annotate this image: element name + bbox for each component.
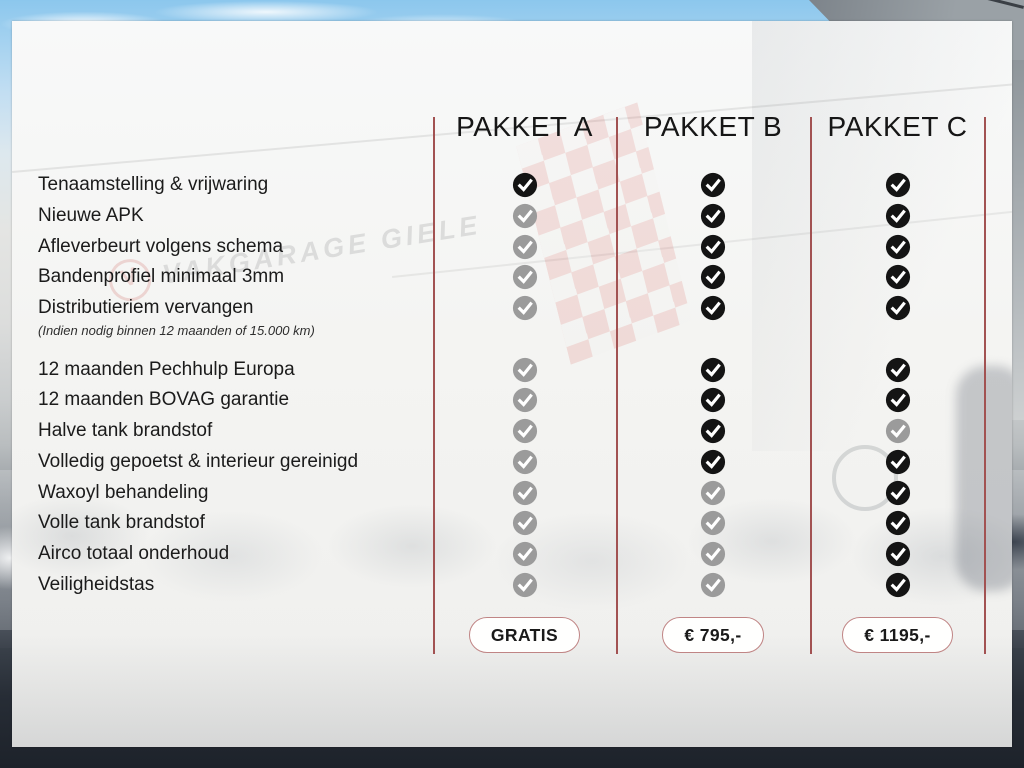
row-label-spacer [12,107,433,147]
feature-label: Waxoyl behandeling [38,481,209,503]
package-header-b: PAKKET B [643,111,783,142]
feature-row: Volledig gepoetst & interieur gereinigd [12,447,985,478]
package-header-row: PAKKET A PAKKET B PAKKET C [12,107,985,147]
check-excluded-icon [433,264,616,290]
check-included-icon [810,510,985,536]
feature-label: Volledig gepoetst & interieur gereinigd [38,450,359,472]
feature-label: Bandenprofiel minimaal 3mm [38,266,285,288]
feature-label: Distributieriem vervangen [38,297,254,319]
column-divider [810,117,812,654]
check-excluded-icon [433,510,616,536]
check-excluded-icon [616,480,810,506]
check-included-icon [810,357,985,383]
check-included-icon [616,449,810,475]
feature-row: 12 maanden BOVAG garantie [12,385,985,416]
feature-group: 12 maanden Pechhulp Europa 12 maanden BOV… [12,354,985,600]
feature-label: 12 maanden Pechhulp Europa [38,358,295,380]
check-excluded-icon [616,510,810,536]
check-included-icon [616,172,810,198]
check-excluded-icon [433,357,616,383]
check-excluded-icon [616,541,810,567]
check-included-icon [810,572,985,598]
check-included-icon [616,418,810,444]
check-excluded-icon [616,572,810,598]
price-row: GRATIS € 795,- € 1195,- [12,617,985,653]
feature-note: (Indien nodig binnen 12 maanden of 15.00… [38,323,315,339]
price-cell: € 1195,- [810,617,985,653]
feature-label: Halve tank brandstof [38,420,213,442]
check-included-icon [810,449,985,475]
check-excluded-icon [433,449,616,475]
package-header-a: PAKKET A [456,111,593,142]
price-pill-pakket-c[interactable]: € 1195,- [842,617,953,653]
check-included-icon [616,357,810,383]
check-included-icon [810,480,985,506]
column-divider [616,117,618,654]
check-excluded-icon [433,572,616,598]
check-excluded-icon [433,418,616,444]
check-excluded-icon [433,480,616,506]
check-excluded-icon [433,234,616,260]
feature-label: Airco totaal onderhoud [38,542,230,564]
feature-group: Tenaamstelling & vrijwaring Nieuwe APK Afl… [12,170,985,345]
feature-row: Halve tank brandstof [12,416,985,447]
comparison-panel: V VAKGARAGE GIELE PAKKET A PAKKET B PAKK… [12,21,1012,747]
feature-row: 12 maanden Pechhulp Europa [12,354,985,385]
feature-row: Nieuwe APK [12,201,985,232]
feature-row: Afleverbeurt volgens schema [12,231,985,262]
faded-building-wedge [752,21,1012,451]
price-pill-pakket-b[interactable]: € 795,- [662,617,764,653]
check-included-icon [810,203,985,229]
price-cell: € 795,- [616,617,810,653]
faded-cars [12,381,1012,631]
check-included-icon [810,264,985,290]
check-excluded-icon [433,387,616,413]
check-included-icon [810,172,985,198]
feature-label: Nieuwe APK [38,205,144,227]
feature-label: Veiligheidstas [38,573,155,595]
feature-label: 12 maanden BOVAG garantie [38,389,290,411]
check-excluded-icon [433,203,616,229]
check-excluded-icon [810,418,985,444]
check-excluded-icon [433,541,616,567]
feature-label: Afleverbeurt volgens schema [38,235,284,257]
check-included-icon [433,172,616,198]
check-included-icon [810,541,985,567]
column-divider [433,117,435,654]
feature-row: Airco totaal onderhoud [12,539,985,570]
check-included-icon [616,203,810,229]
feature-row: Bandenprofiel minimaal 3mm [12,262,985,293]
feature-row: Waxoyl behandeling [12,477,985,508]
faded-mazda-logo-icon [832,445,898,511]
check-excluded-icon [433,295,616,321]
feature-row: Tenaamstelling & vrijwaring [12,170,985,201]
package-header-c: PAKKET C [827,111,968,142]
check-included-icon [616,387,810,413]
check-included-icon [810,387,985,413]
feature-label: Volle tank brandstof [38,512,205,534]
check-included-icon [616,295,810,321]
feature-row: Veiligheidstas [12,569,985,600]
price-cell: GRATIS [433,617,616,653]
feature-row: Distributieriem vervangen [12,293,985,324]
row-label-spacer [12,617,433,653]
check-included-icon [810,234,985,260]
column-divider [984,117,986,654]
check-included-icon [616,264,810,290]
price-pill-pakket-a[interactable]: GRATIS [468,617,581,653]
check-included-icon [810,295,985,321]
feature-row: Volle tank brandstof [12,508,985,539]
feature-label: Tenaamstelling & vrijwaring [38,174,269,196]
feature-rows: Tenaamstelling & vrijwaring Nieuwe APK Afl… [12,170,985,600]
check-included-icon [616,234,810,260]
